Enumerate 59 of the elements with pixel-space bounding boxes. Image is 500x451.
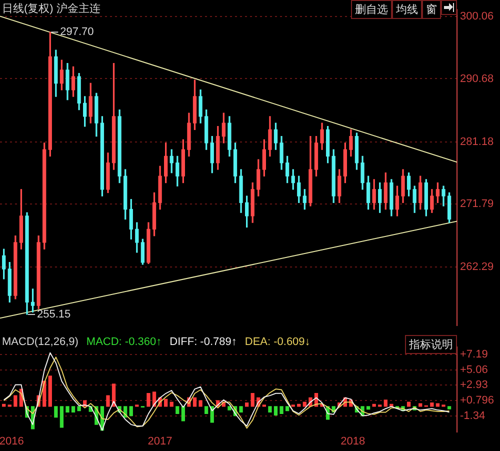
bar: [244, 402, 249, 407]
bar: [436, 403, 440, 407]
y-tick-label: +7.19: [460, 348, 488, 360]
annotation: 均线: [392, 0, 422, 19]
bar: [71, 406, 76, 413]
y-tick-label: 262.29: [460, 261, 494, 274]
bar: [14, 395, 18, 407]
y-tick-label: 271.79: [460, 198, 494, 210]
annotation: 窗: [422, 0, 441, 19]
bar: [384, 400, 388, 407]
bar: [366, 406, 370, 410]
bar: [297, 404, 301, 407]
text: MACD: -0.360↑: [86, 336, 162, 348]
bar: [274, 406, 278, 416]
y-tick-label: 281.18: [460, 136, 494, 148]
bar: [170, 402, 174, 407]
text: DIFF: -0.789↑: [170, 336, 237, 348]
bar: [239, 406, 243, 413]
bar: [447, 406, 452, 410]
bar: [54, 406, 58, 418]
bar: [129, 406, 133, 416]
x-tick-label: 2018: [340, 435, 366, 448]
bar: [280, 406, 284, 414]
bar: [198, 400, 202, 407]
annotation: 删自选: [351, 0, 392, 19]
y-tick-label: 290.68: [460, 72, 494, 85]
text: DEA: -0.609↓: [244, 336, 310, 348]
bar: [268, 406, 272, 413]
chart-title: 日线(复权) 沪金主连: [2, 2, 100, 16]
x-tick-label: 2017: [148, 435, 172, 448]
bar: [250, 393, 254, 407]
bar: [285, 406, 290, 412]
bar: [146, 393, 150, 407]
y-tick-label: +2.93: [460, 379, 488, 392]
bar: [406, 402, 411, 407]
y-tick-label: +5.06: [460, 364, 488, 376]
bar: [176, 406, 180, 414]
chart-title: MACD(12,26,9): [2, 336, 78, 348]
bar: [2, 404, 6, 407]
y-tick-label: 300.06: [460, 10, 494, 23]
bar: [164, 398, 168, 407]
bar: [204, 406, 208, 414]
y-tick-label: -1.34: [460, 410, 486, 422]
bar: [106, 395, 110, 407]
annotation: 297.70: [60, 26, 94, 38]
bar: [181, 406, 186, 422]
x-tick-label: 2016: [0, 435, 24, 448]
bar: [66, 406, 70, 413]
bar: [418, 403, 422, 407]
bar: [77, 406, 81, 412]
bar: [430, 402, 434, 407]
bar: [60, 406, 64, 428]
annotation: 指标说明: [405, 335, 457, 354]
y-tick-label: +0.796: [460, 394, 494, 407]
bar: [372, 404, 376, 407]
bar: [48, 376, 52, 407]
bar: [302, 402, 306, 407]
bar: [192, 397, 197, 407]
annotation: 255.15: [36, 308, 71, 320]
